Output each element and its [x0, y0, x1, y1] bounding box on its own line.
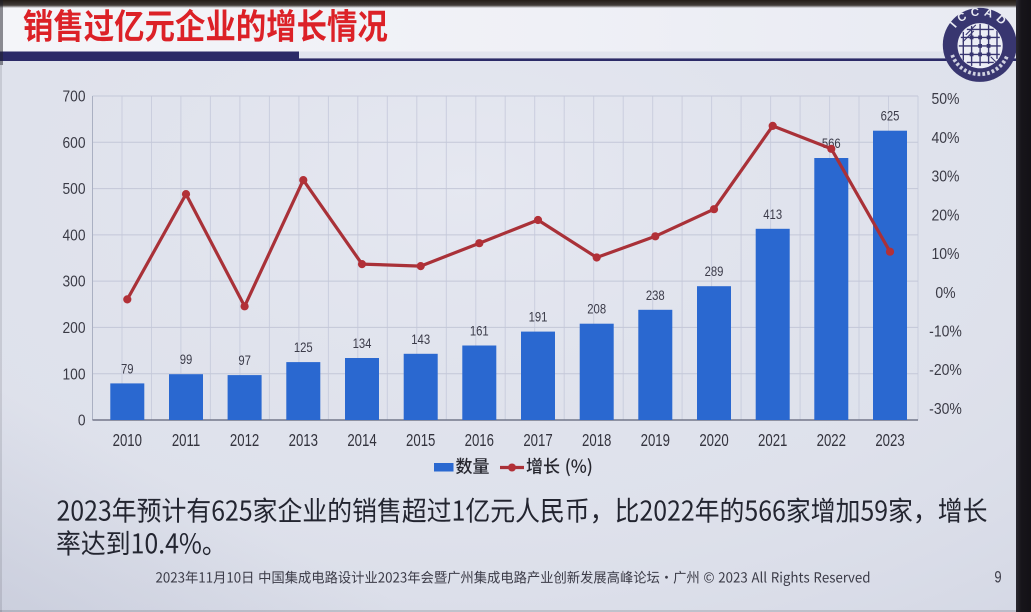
svg-text:500: 500 [62, 182, 85, 199]
svg-text:300: 300 [62, 274, 85, 291]
svg-text:-20%: -20% [929, 363, 962, 380]
svg-text:0%: 0% [935, 285, 955, 302]
svg-text:700: 700 [62, 89, 85, 106]
svg-text:400: 400 [62, 228, 85, 245]
svg-text:289: 289 [705, 264, 724, 279]
svg-text:9: 9 [994, 569, 1001, 587]
svg-text:2020: 2020 [699, 431, 729, 450]
svg-text:413: 413 [763, 207, 782, 222]
svg-text:2022: 2022 [817, 431, 846, 450]
svg-text:161: 161 [470, 324, 489, 339]
svg-text:2017: 2017 [523, 431, 552, 450]
svg-text:200: 200 [62, 320, 85, 337]
svg-text:-30%: -30% [929, 401, 962, 418]
svg-text:97: 97 [238, 353, 251, 368]
svg-text:100: 100 [62, 367, 85, 384]
svg-text:625: 625 [881, 109, 900, 124]
svg-text:2023: 2023 [875, 431, 905, 450]
svg-text:2021: 2021 [758, 431, 787, 450]
svg-text:99: 99 [180, 352, 193, 367]
svg-text:2016: 2016 [465, 431, 495, 450]
svg-text:79: 79 [121, 361, 134, 376]
svg-text:600: 600 [62, 135, 85, 152]
svg-text:143: 143 [411, 332, 430, 347]
svg-text:2019: 2019 [641, 431, 670, 450]
svg-text:-10%: -10% [929, 324, 962, 341]
svg-text:134: 134 [353, 336, 372, 351]
svg-text:0: 0 [78, 413, 86, 430]
svg-text:2010: 2010 [113, 431, 143, 450]
svg-text:2018: 2018 [582, 431, 612, 450]
svg-text:50%: 50% [931, 92, 959, 109]
svg-text:2012: 2012 [230, 431, 259, 450]
svg-text:238: 238 [646, 288, 665, 303]
svg-text:191: 191 [529, 310, 548, 325]
svg-text:2013: 2013 [289, 431, 319, 450]
svg-text:2014: 2014 [347, 431, 377, 450]
svg-text:2011: 2011 [172, 431, 200, 450]
svg-text:20%: 20% [931, 208, 959, 225]
svg-text:40%: 40% [931, 130, 959, 147]
svg-text:208: 208 [587, 302, 606, 317]
svg-text:30%: 30% [931, 169, 959, 186]
svg-text:10%: 10% [931, 246, 959, 263]
svg-text:2015: 2015 [406, 431, 436, 450]
svg-text:125: 125 [294, 340, 313, 355]
